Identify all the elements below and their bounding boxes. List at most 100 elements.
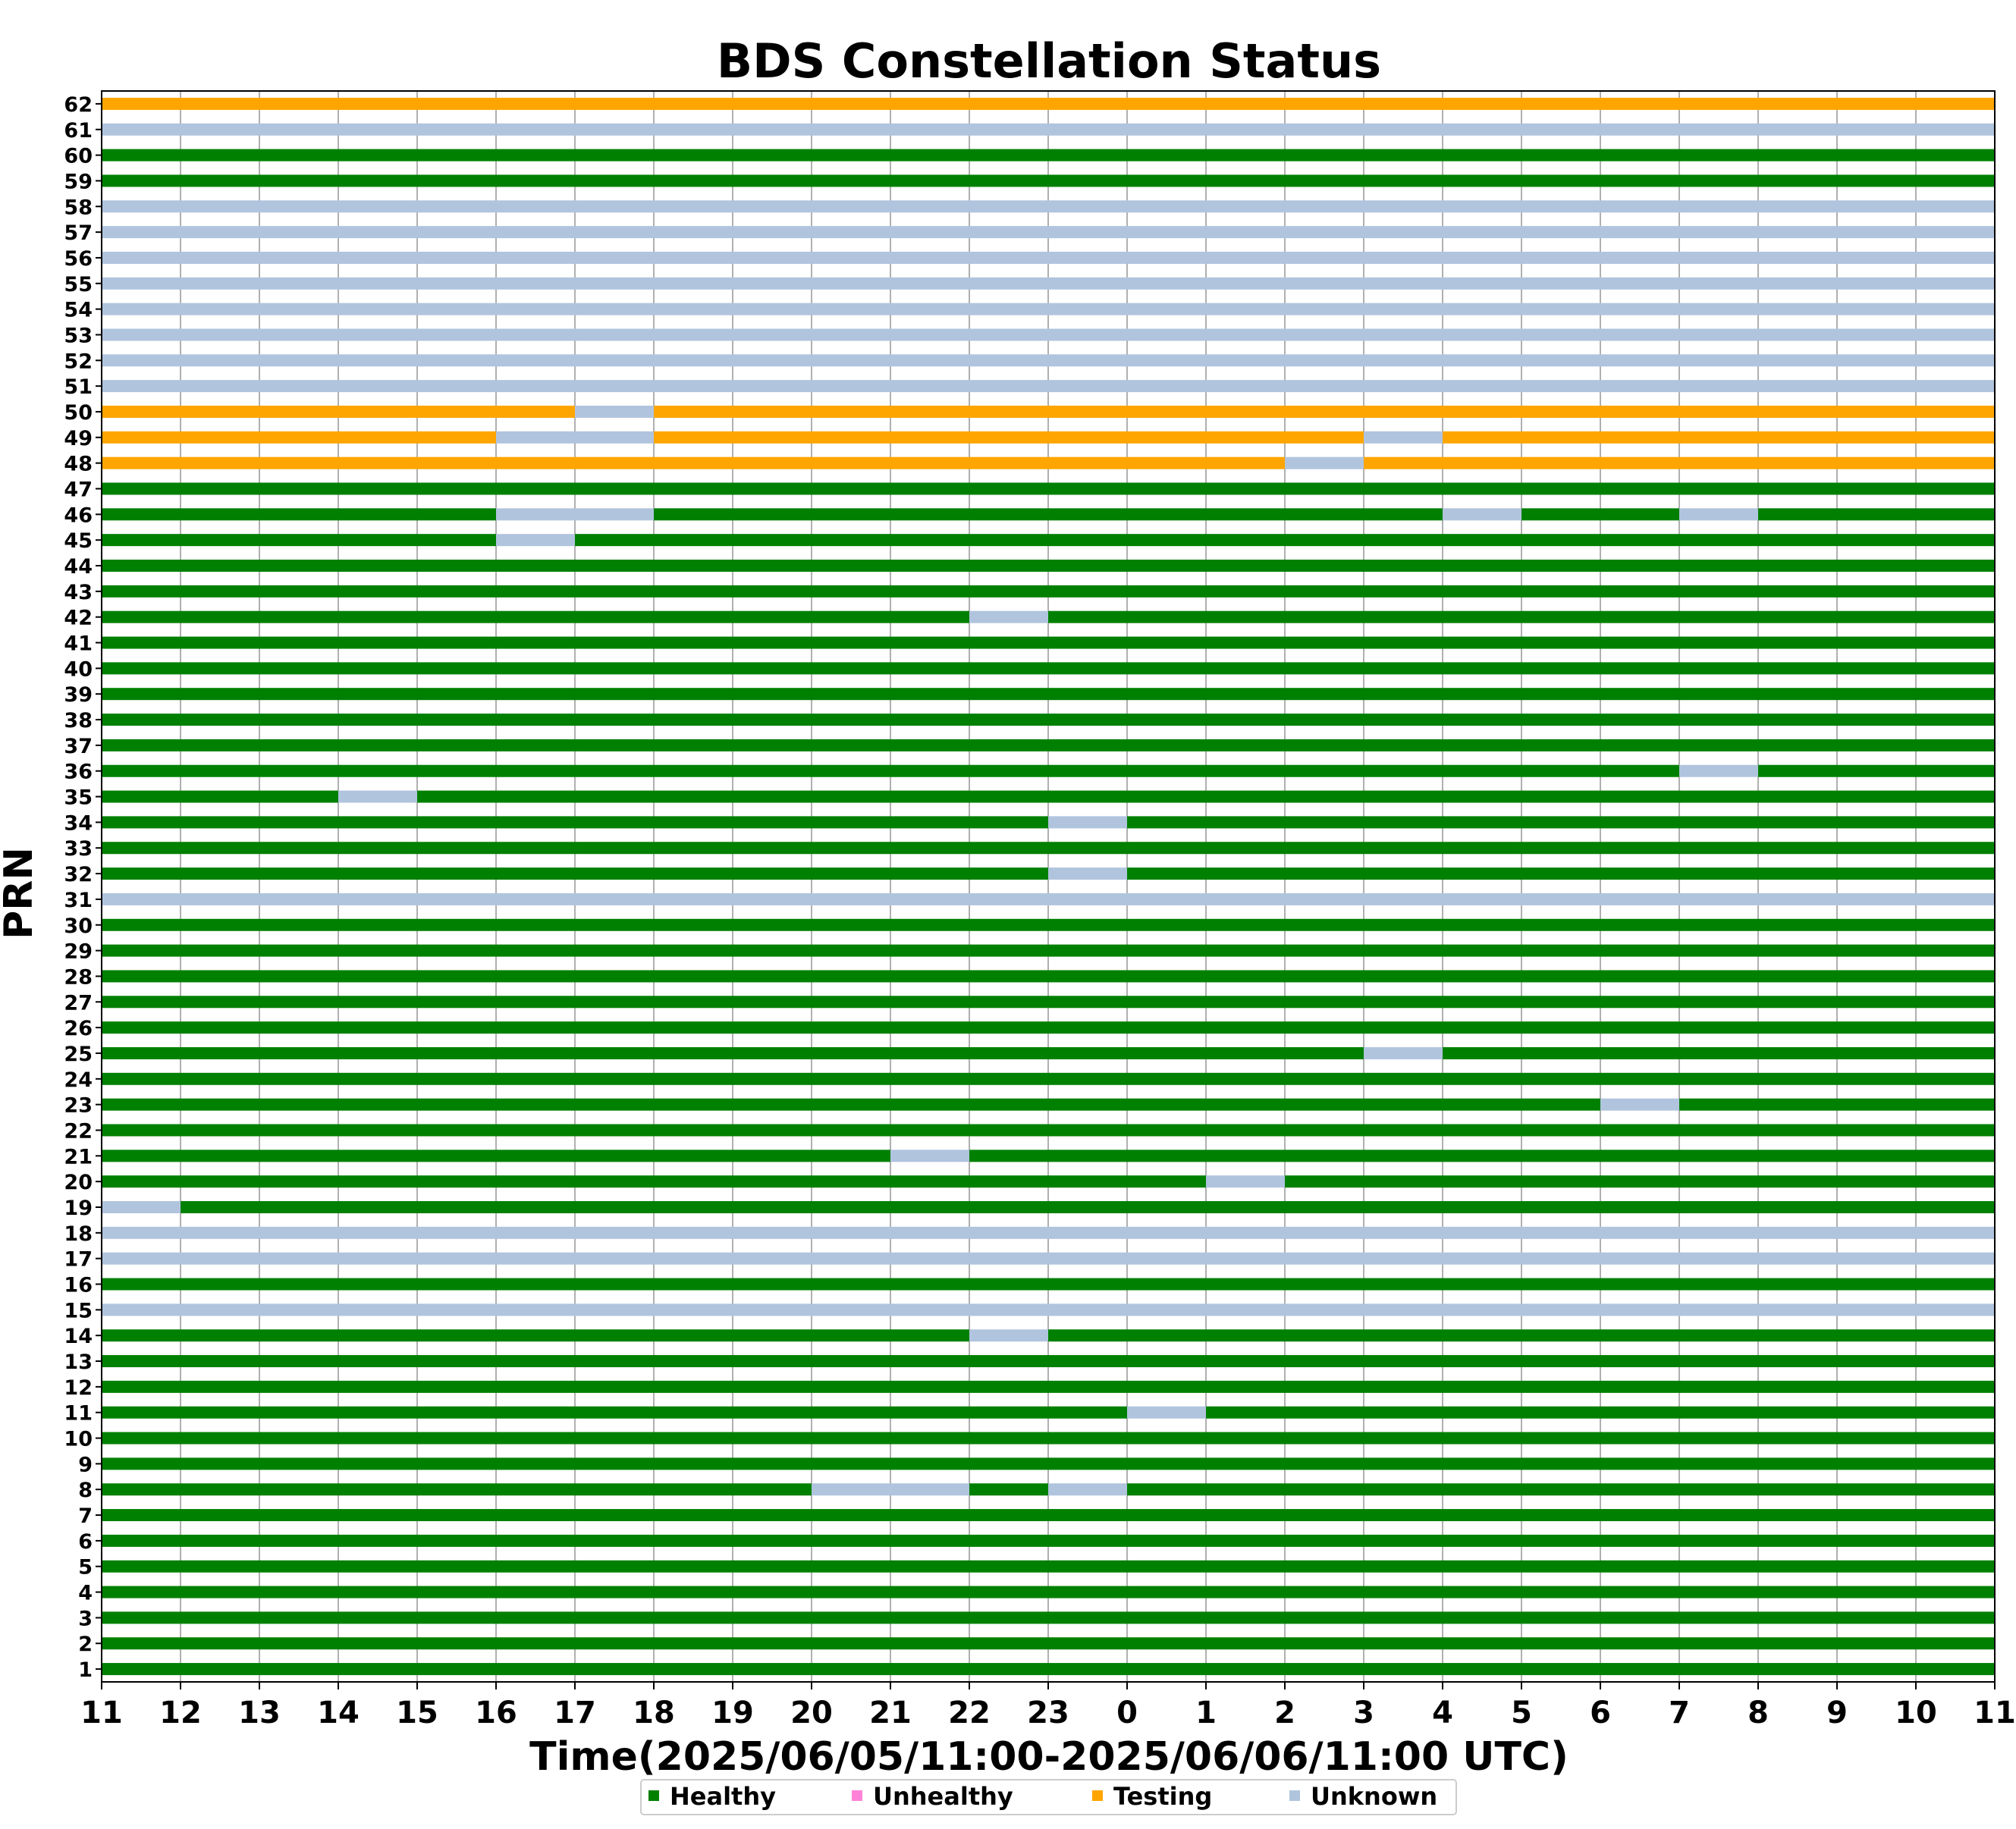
status-bar-prn-14 [102, 1329, 969, 1342]
status-bars [102, 97, 1995, 1676]
status-bar-prn-25 [1364, 1046, 1443, 1059]
status-bar-prn-24 [102, 1072, 1995, 1085]
y-tick-label: 25 [64, 1043, 93, 1066]
x-tick-label: 14 [317, 1696, 360, 1730]
status-bar-prn-46 [102, 508, 496, 521]
x-tick-label: 13 [238, 1696, 281, 1730]
y-tick-label: 48 [64, 453, 93, 476]
status-bar-prn-46 [496, 508, 654, 521]
status-bar-prn-38 [102, 714, 1995, 726]
x-tick-label: 11 [1974, 1696, 2016, 1730]
status-bar-prn-42 [969, 610, 1048, 623]
legend-swatch-unknown [1289, 1790, 1300, 1801]
x-tick-label: 17 [554, 1696, 596, 1730]
status-bar-prn-35 [338, 790, 417, 803]
x-tick-label: 16 [475, 1696, 517, 1730]
status-bar-prn-58 [102, 200, 1995, 213]
x-tick-label: 9 [1826, 1696, 1848, 1730]
y-tick-label: 56 [64, 247, 93, 271]
status-bar-prn-29 [102, 944, 1995, 957]
status-bar-prn-49 [1443, 431, 1995, 444]
y-tick-label: 47 [64, 478, 93, 502]
status-bar-prn-4 [102, 1586, 1995, 1598]
y-tick-label: 15 [64, 1299, 93, 1322]
status-bar-prn-32 [1048, 867, 1127, 880]
y-tick-label: 29 [64, 940, 93, 964]
status-bar-prn-44 [102, 560, 1995, 573]
x-tick-label: 2 [1274, 1696, 1295, 1730]
x-tick-label: 5 [1511, 1696, 1532, 1730]
status-bar-prn-15 [102, 1304, 1995, 1316]
status-bar-prn-53 [102, 328, 1995, 341]
status-bar-prn-8 [969, 1483, 1048, 1496]
status-bar-prn-22 [102, 1124, 1995, 1137]
status-bar-prn-60 [102, 149, 1995, 162]
status-bar-prn-49 [102, 431, 496, 444]
y-tick-label: 44 [64, 555, 93, 579]
x-tick-label: 1 [1195, 1696, 1217, 1730]
y-tick-label: 13 [64, 1351, 93, 1374]
y-tick-label: 52 [64, 350, 93, 373]
status-bar-prn-54 [102, 303, 1995, 315]
y-tick-label: 50 [64, 401, 93, 425]
x-tick-label: 20 [790, 1696, 833, 1730]
status-bar-prn-23 [102, 1098, 1600, 1111]
y-tick-label: 62 [64, 93, 93, 117]
x-tick-labels: 11 12 13 14 15 16 17 18 19 20 21 22 23 0 1 2 3 4 5 6 7 8 9 10 11 [80, 1682, 2016, 1730]
y-tick-label: 51 [64, 375, 93, 399]
y-tick-label: 18 [64, 1222, 93, 1246]
y-tick-label: 33 [64, 837, 93, 861]
y-tick-label: 2 [78, 1633, 93, 1656]
status-bar-prn-14 [969, 1329, 1048, 1342]
status-bar-prn-35 [417, 790, 1995, 803]
x-tick-label: 19 [711, 1696, 754, 1730]
status-bar-prn-2 [102, 1637, 1995, 1650]
y-tick-label: 6 [78, 1530, 93, 1554]
y-tick-label: 38 [64, 709, 93, 733]
y-tick-label: 57 [64, 221, 93, 245]
status-bar-prn-19 [181, 1200, 1995, 1213]
y-tick-label: 11 [64, 1402, 93, 1426]
y-tick-label: 46 [64, 504, 93, 527]
legend-swatch-unhealthy [852, 1790, 862, 1801]
status-bar-prn-25 [102, 1046, 1364, 1059]
status-bar-prn-8 [1048, 1483, 1127, 1496]
legend-swatch-healthy [648, 1790, 659, 1801]
status-bar-prn-50 [654, 405, 1995, 418]
y-tick-label: 45 [64, 529, 93, 553]
status-bar-prn-30 [102, 918, 1995, 931]
status-bar-prn-42 [102, 610, 969, 623]
status-bar-prn-62 [102, 97, 1995, 110]
status-bar-prn-16 [102, 1278, 1995, 1291]
y-tick-label: 31 [64, 889, 93, 912]
x-tick-label: 3 [1353, 1696, 1374, 1730]
y-tick-label: 32 [64, 863, 93, 886]
status-bar-prn-43 [102, 585, 1995, 598]
y-tick-label: 30 [64, 914, 93, 938]
status-bar-prn-11 [1206, 1406, 1995, 1419]
status-bar-prn-36 [1758, 764, 1995, 777]
status-bar-prn-49 [496, 431, 654, 444]
x-tick-label: 18 [633, 1696, 675, 1730]
status-bar-prn-18 [102, 1226, 1995, 1239]
status-bar-prn-46 [1679, 508, 1758, 521]
y-tick-label: 8 [78, 1479, 93, 1502]
x-tick-label: 11 [80, 1696, 123, 1730]
y-tick-label: 54 [64, 299, 93, 322]
y-tick-label: 7 [78, 1504, 93, 1528]
y-tick-label: 21 [64, 1145, 93, 1169]
status-bar-prn-20 [1206, 1175, 1285, 1188]
status-bar-prn-20 [102, 1175, 1206, 1188]
y-tick-label: 55 [64, 273, 93, 296]
status-bar-prn-32 [102, 867, 1048, 880]
x-tick-label: 22 [948, 1696, 991, 1730]
y-tick-label: 9 [78, 1453, 93, 1476]
legend-swatch-testing [1092, 1790, 1103, 1801]
y-tick-labels: 1234567891011121314151617181920212223242… [64, 93, 102, 1682]
status-bar-prn-40 [102, 662, 1995, 675]
y-tick-label: 58 [64, 196, 93, 219]
status-bar-prn-8 [102, 1483, 812, 1496]
status-bar-prn-51 [102, 380, 1995, 393]
y-tick-label: 1 [78, 1658, 93, 1682]
y-tick-label: 28 [64, 965, 93, 989]
